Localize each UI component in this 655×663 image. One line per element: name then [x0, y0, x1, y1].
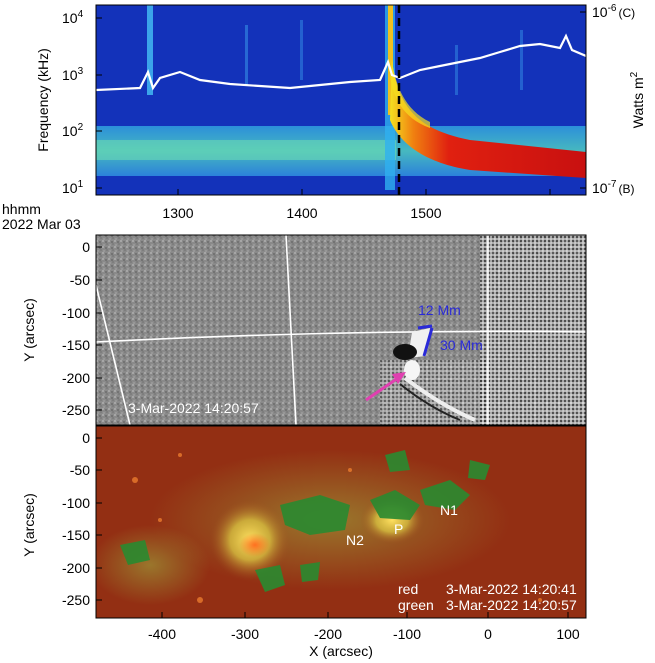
composite-y-tick: -200	[62, 560, 90, 576]
composite-x-tick: 0	[484, 626, 492, 642]
scale-bar-30mm	[422, 327, 434, 357]
difference-y-tick: -100	[62, 305, 90, 321]
composite-x-tick: -400	[148, 626, 176, 642]
composite-y-tick: -100	[62, 495, 90, 511]
scale-bar-12mm	[417, 324, 433, 330]
spectrum-y-tick: 10	[62, 123, 78, 139]
svg-text:102: 102	[62, 122, 84, 139]
flux-top-exp: -6	[608, 3, 617, 14]
legend-channel-red: red	[398, 581, 418, 597]
difference-y-tick: -50	[70, 272, 90, 288]
spectrum-x-tick: 1400	[286, 205, 317, 221]
flux-top-class: (C)	[618, 6, 635, 20]
legend-time-red: 3-Mar-2022 14:20:41	[446, 581, 577, 597]
region-label-n2: N2	[346, 532, 364, 548]
flux-bottom-exp: -7	[608, 179, 617, 190]
difference-y-tick: -200	[62, 370, 90, 386]
legend-time-green: 3-Mar-2022 14:20:57	[446, 597, 577, 613]
pointer-arrow	[365, 372, 406, 402]
spectrum-x-axis: 1300 1400 1500 hhmm 2022 Mar 03	[2, 189, 551, 232]
region-label-p: P	[394, 521, 403, 537]
spectrum-x-tick: 1300	[162, 205, 193, 221]
composite-image	[96, 426, 586, 618]
composite-y-tick: -150	[62, 527, 90, 543]
svg-text:Watts m2: Watts m2	[629, 71, 646, 128]
composite-x-tick: -100	[393, 626, 421, 642]
difference-y-tick: -150	[62, 337, 90, 353]
composite-x-tick: -300	[231, 626, 259, 642]
difference-timestamp: 3-Mar-2022 14:20:57	[128, 400, 259, 416]
spectrum-y-label: Frequency (kHz)	[35, 48, 51, 151]
flux-right-axis: 10-6 (C) 10-7 (B) Watts m2	[580, 3, 646, 196]
svg-text:10-7(B): 10-7 (B)	[592, 179, 634, 196]
flux-axis-label: Watts m	[630, 77, 646, 128]
flux-axis-label-exp: 2	[629, 71, 640, 77]
spectrum-x-tick: 1500	[410, 205, 441, 221]
spectrum-image	[96, 5, 586, 195]
spectrum-y-axis: 104 103 102 101 Frequency (kHz)	[35, 9, 102, 196]
composite-y-label: Y (arcsec)	[21, 493, 37, 557]
spectrum-y-tick: 10	[62, 67, 78, 83]
spectrum-panel: 104 103 102 101 Frequency (kHz) 10-6 (C) …	[2, 3, 646, 232]
region-label-n1: N1	[440, 502, 458, 518]
difference-image-panel: 12 Mm 30 Mm 3-Mar-2022 14:20:57 0 -50 -1…	[21, 234, 587, 426]
svg-text:104: 104	[62, 9, 84, 26]
spectrum-y-tick-exp: 4	[78, 9, 84, 20]
composite-x-axis: -400 -300 -200 -100 0 100 X (arcsec)	[148, 612, 580, 659]
composite-y-axis: 0 -50 -100 -150 -200 -250 Y (arcsec)	[21, 430, 102, 608]
goes-flux-curve	[96, 33, 586, 92]
difference-y-label: Y (arcsec)	[21, 298, 37, 362]
time-unit-label: hhmm	[2, 201, 41, 217]
svg-text:103: 103	[62, 66, 84, 83]
scale-label-30mm: 30 Mm	[440, 337, 483, 353]
composite-y-tick: -50	[70, 462, 90, 478]
composite-x-tick: 100	[556, 626, 580, 642]
composite-y-tick: -250	[62, 592, 90, 608]
flux-bottom-class: (B)	[618, 182, 634, 196]
svg-text:10-6(C): 10-6 (C)	[592, 3, 635, 20]
spectrum-y-tick: 10	[62, 180, 78, 196]
composite-y-tick: 0	[82, 430, 90, 446]
composite-x-tick: -200	[314, 626, 342, 642]
difference-y-axis: 0 -50 -100 -150 -200 -250 Y (arcsec)	[21, 239, 102, 418]
flux-bottom-tick: 10	[592, 180, 608, 196]
composite-image-panel: N1 N2 P red 3-Mar-2022 14:20:41 green 3-…	[21, 425, 587, 659]
difference-y-tick: 0	[82, 239, 90, 255]
date-label: 2022 Mar 03	[2, 216, 81, 232]
spectrum-y-tick-exp: 3	[78, 66, 84, 77]
scale-label-12mm: 12 Mm	[418, 302, 461, 318]
spectrum-y-tick-exp: 2	[78, 122, 84, 133]
spectrum-y-tick: 10	[62, 10, 78, 26]
svg-text:101: 101	[62, 179, 84, 196]
difference-y-tick: -250	[62, 402, 90, 418]
legend-channel-green: green	[398, 597, 434, 613]
composite-legend: red 3-Mar-2022 14:20:41 green 3-Mar-2022…	[398, 581, 577, 613]
spectrum-y-tick-exp: 1	[78, 179, 84, 190]
difference-image	[96, 235, 586, 425]
flux-top-tick: 10	[592, 4, 608, 20]
composite-x-label: X (arcsec)	[309, 643, 373, 659]
